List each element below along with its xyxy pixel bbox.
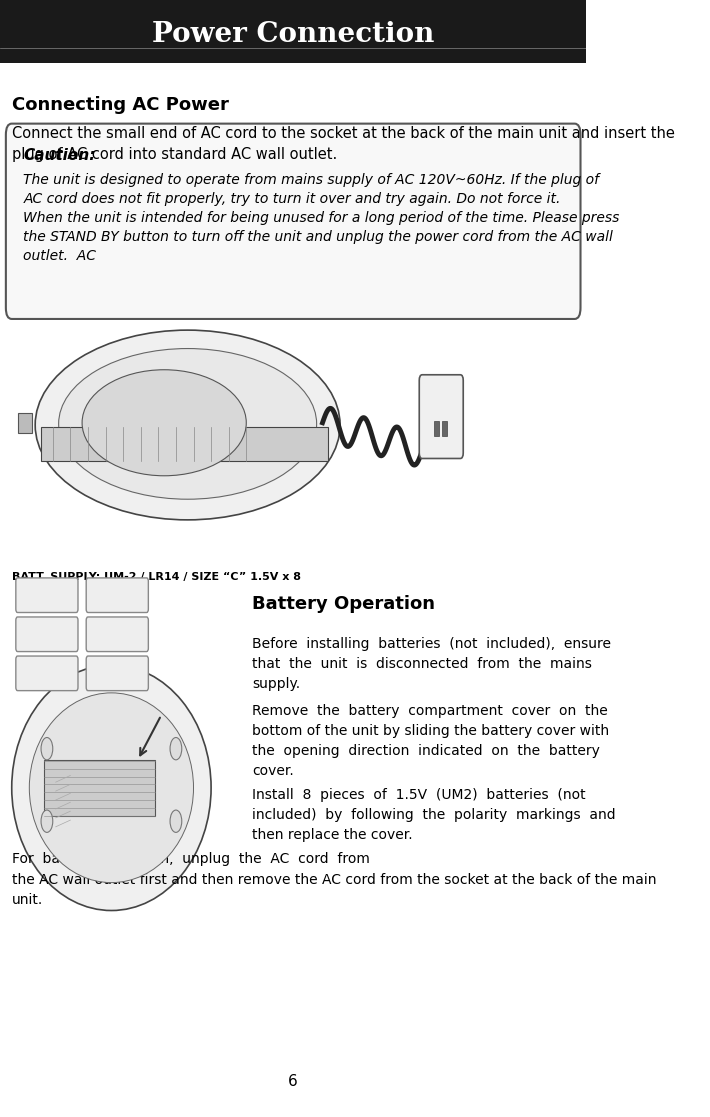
Text: Install  8  pieces  of  1.5V  (UM2)  batteries  (not
included)  by  following  t: Install 8 pieces of 1.5V (UM2) batteries… — [252, 787, 616, 842]
Circle shape — [41, 810, 53, 832]
Text: Battery Operation: Battery Operation — [252, 594, 435, 612]
FancyBboxPatch shape — [0, 0, 586, 64]
Ellipse shape — [59, 349, 317, 499]
Text: Power Connection: Power Connection — [152, 21, 435, 48]
FancyBboxPatch shape — [419, 375, 463, 458]
Text: BATT. SUPPLY: UM-2 / LR14 / SIZE “C” 1.5V x 8: BATT. SUPPLY: UM-2 / LR14 / SIZE “C” 1.5… — [12, 572, 301, 582]
FancyBboxPatch shape — [442, 420, 447, 436]
FancyBboxPatch shape — [16, 577, 78, 612]
FancyBboxPatch shape — [6, 124, 581, 319]
FancyBboxPatch shape — [86, 656, 148, 690]
Circle shape — [170, 737, 182, 760]
Ellipse shape — [36, 331, 340, 519]
Text: For  battery  operation,  unplug  the  AC  cord  from
the AC wall outlet first a: For battery operation, unplug the AC cor… — [12, 852, 656, 907]
FancyBboxPatch shape — [16, 617, 78, 651]
Ellipse shape — [29, 693, 194, 882]
Circle shape — [41, 737, 53, 760]
FancyBboxPatch shape — [16, 656, 78, 690]
Text: The unit is designed to operate from mains supply of AC 120V~60Hz. If the plug o: The unit is designed to operate from mai… — [23, 173, 620, 262]
Circle shape — [170, 810, 182, 832]
FancyBboxPatch shape — [41, 427, 328, 460]
FancyBboxPatch shape — [434, 420, 439, 436]
Text: Caution:: Caution: — [23, 149, 96, 163]
Text: Remove  the  battery  compartment  cover  on  the
bottom of the unit by sliding : Remove the battery compartment cover on … — [252, 704, 609, 779]
Text: 6: 6 — [288, 1075, 298, 1089]
Text: Connecting AC Power: Connecting AC Power — [12, 96, 229, 114]
FancyBboxPatch shape — [86, 617, 148, 651]
FancyBboxPatch shape — [86, 577, 148, 612]
Text: Connect the small end of AC cord to the socket at the back of the main unit and : Connect the small end of AC cord to the … — [12, 126, 674, 162]
FancyArrowPatch shape — [140, 717, 160, 755]
Ellipse shape — [82, 370, 246, 476]
Ellipse shape — [12, 665, 211, 910]
FancyBboxPatch shape — [18, 412, 32, 432]
FancyBboxPatch shape — [44, 760, 155, 815]
Text: Before  installing  batteries  (not  included),  ensure
that  the  unit  is  dis: Before installing batteries (not include… — [252, 637, 611, 691]
